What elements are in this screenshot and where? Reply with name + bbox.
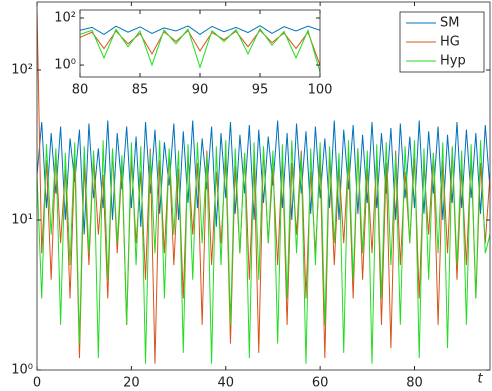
x-tick-label: 0 bbox=[33, 376, 41, 391]
x-tick-label: 40 bbox=[217, 376, 234, 391]
x-tick-label: 80 bbox=[406, 376, 423, 391]
legend-label: SM bbox=[440, 16, 459, 31]
y-tick-label: 10² bbox=[54, 11, 76, 26]
x-tick-label: 60 bbox=[312, 376, 329, 391]
x-tick-label: 90 bbox=[192, 83, 209, 98]
series-line bbox=[80, 25, 320, 36]
y-tick-label: 10⁰ bbox=[54, 58, 76, 73]
x-tick-label: 95 bbox=[252, 83, 269, 98]
x-tick-label: 20 bbox=[123, 376, 140, 391]
y-tick-label: 10¹ bbox=[11, 212, 33, 227]
series-line bbox=[37, 140, 490, 364]
x-axis-label: t bbox=[477, 372, 483, 387]
x-tick-label: 80 bbox=[72, 83, 89, 98]
x-tick-label: 100 bbox=[308, 83, 333, 98]
series-group bbox=[80, 25, 320, 73]
legend-label: Hyp bbox=[440, 54, 466, 69]
axes-frame bbox=[36, 1, 491, 371]
x-tick-label: 85 bbox=[132, 83, 149, 98]
legend-label: HG bbox=[440, 35, 460, 50]
y-tick-label: 10⁰ bbox=[11, 363, 33, 378]
y-tick-label: 10² bbox=[11, 62, 33, 77]
series-line bbox=[37, 120, 490, 235]
series-line bbox=[80, 27, 320, 73]
series-group bbox=[37, 10, 490, 364]
